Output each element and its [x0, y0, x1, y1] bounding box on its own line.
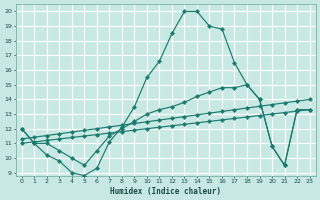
X-axis label: Humidex (Indice chaleur): Humidex (Indice chaleur): [110, 187, 221, 196]
